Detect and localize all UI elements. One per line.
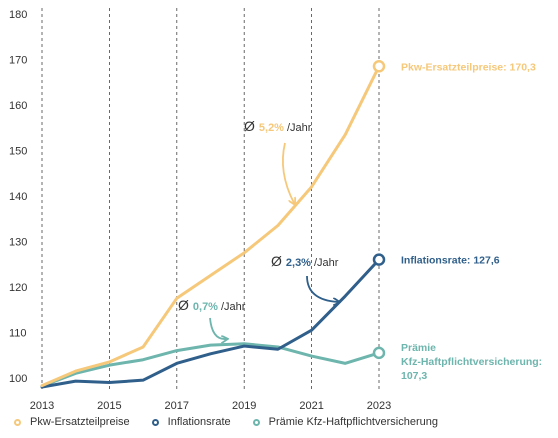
series-line-1 [40,258,381,389]
x-tick-label: 2023 [367,400,391,412]
annotation-2: Ø 0,7%/Jahr [178,297,246,313]
end-labels: Pkw-Ersatzteilpreise: 170,3 Inflationsrat… [401,61,542,382]
annotation-symbol: Ø [271,253,282,269]
legend-label: Inflationsrate [167,416,231,428]
series-line-0 [40,64,381,388]
annotation-symbol: Ø [178,297,189,313]
annotation-symbol: Ø [244,118,255,134]
annotation-pct: 5,2% [259,122,284,134]
annotation-arrow-1 [306,275,338,302]
annotation-0: Ø 5,2%/Jahr [244,118,312,134]
legend-label: Prämie Kfz-Haftpflichtversicherung [268,416,438,428]
annotation-arrow-0 [282,142,294,203]
legend-item: Inflationsrate [151,416,231,428]
x-axis-ticks: 2013 2015 2017 2019 2021 2023 [30,400,391,412]
annotation-arrow-2 [209,317,226,339]
legend-item: Pkw-Ersatzteilpreise [14,416,130,428]
legend-label: Pkw-Ersatzteilpreise [30,416,130,428]
x-tick-label: 2019 [232,400,256,412]
annotation-1: Ø 2,3%/Jahr [271,253,339,269]
series-lines [40,60,386,389]
end-label-premium-line: 107,3 [401,370,427,382]
series-end-marker-2 [372,346,386,360]
y-tick-label: 130 [9,236,27,248]
x-tick-label: 2021 [299,400,323,412]
annotation-unit: /Jahr [287,122,312,134]
y-tick-label: 110 [9,327,27,339]
end-label-premium-line: Kfz-Haftpflichtversicherung: [401,356,542,368]
annotation-arrows [209,142,338,339]
annotation-unit: /Jahr [314,257,339,269]
legend-marker [151,418,159,426]
y-axis-ticks: 100 110 120 130 140 150 160 170 180 [9,9,27,385]
x-tick-label: 2015 [97,400,121,412]
end-label-premium-line: Prämie [401,342,436,354]
series-end-marker-1 [372,253,386,266]
legend: Pkw-Ersatzteilpreise Inflationsrate Prämie… [14,412,460,432]
legend-marker [252,418,260,426]
annotation-pct: 0,7% [193,301,218,313]
y-tick-label: 150 [9,145,27,157]
end-label-pkw: Pkw-Ersatzteilpreise: 170,3 [401,61,536,73]
annotation-unit: /Jahr [221,301,246,313]
y-tick-label: 180 [9,9,27,21]
y-tick-label: 160 [9,100,27,112]
legend-item: Prämie Kfz-Haftpflichtversicherung [252,416,438,428]
y-tick-label: 170 [9,54,27,66]
y-tick-label: 140 [9,191,27,203]
end-label-inflation: Inflationsrate: 127,6 [401,255,500,267]
series-line-2 [40,342,381,388]
series-end-marker-0 [372,60,386,73]
y-tick-label: 120 [9,282,27,294]
legend-marker [14,418,21,426]
y-tick-label: 100 [9,373,27,385]
gridlines [41,8,380,392]
annotation-pct: 2,3% [286,257,311,269]
x-tick-label: 2013 [30,400,54,412]
x-tick-label: 2017 [165,400,189,412]
